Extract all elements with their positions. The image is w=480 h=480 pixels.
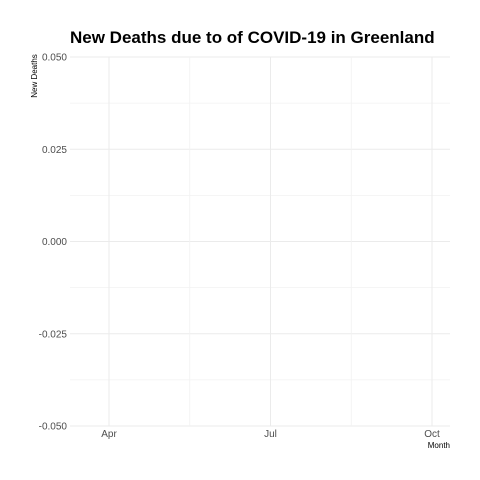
plot-area: 0.050 0.025 0.000 -0.025 -0.050 Apr Jul Oct [39, 53, 450, 440]
y-tick-label: 0.025 [42, 145, 67, 156]
x-tick-label: Oct [424, 429, 440, 440]
y-axis-label: New Deaths [30, 54, 39, 98]
y-tick-label: -0.050 [39, 422, 68, 433]
x-axis-label: Month [428, 441, 450, 450]
y-tick-label: -0.025 [39, 329, 68, 340]
x-tick-label: Apr [101, 429, 117, 440]
x-tick-label: Jul [264, 429, 277, 440]
chart-title: New Deaths due to of COVID-19 in Greenla… [70, 28, 435, 47]
y-tick-label: 0.050 [42, 53, 67, 64]
y-tick-label: 0.000 [42, 237, 67, 248]
